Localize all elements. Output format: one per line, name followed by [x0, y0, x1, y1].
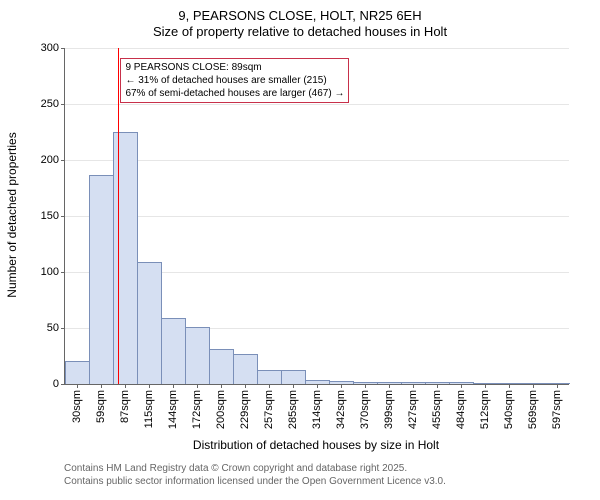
x-tick-mark	[149, 384, 150, 388]
y-tick-label: 150	[41, 210, 59, 222]
x-tick-mark	[461, 384, 462, 388]
plot-area: 05010015020025030030sqm59sqm87sqm115sqm1…	[64, 48, 569, 385]
histogram-bar	[89, 175, 114, 384]
x-tick-mark	[269, 384, 270, 388]
y-tick-label: 0	[53, 378, 59, 390]
x-tick-label: 455sqm	[431, 390, 443, 429]
y-tick-mark	[61, 160, 65, 161]
x-tick-mark	[437, 384, 438, 388]
callout-line: 67% of semi-detached houses are larger (…	[125, 87, 344, 100]
chart-title-line1: 9, PEARSONS CLOSE, HOLT, NR25 6EH	[0, 8, 600, 23]
x-tick-mark	[317, 384, 318, 388]
chart-title-line2: Size of property relative to detached ho…	[0, 24, 600, 39]
y-tick-label: 200	[41, 154, 59, 166]
histogram-bar	[257, 370, 282, 384]
x-tick-mark	[101, 384, 102, 388]
histogram-bar	[161, 318, 186, 384]
x-tick-label: 285sqm	[287, 390, 299, 429]
x-tick-label: 427sqm	[407, 390, 419, 429]
y-tick-label: 250	[41, 98, 59, 110]
x-tick-mark	[125, 384, 126, 388]
x-tick-label: 144sqm	[167, 390, 179, 429]
y-tick-mark	[61, 216, 65, 217]
x-tick-label: 115sqm	[143, 390, 155, 428]
x-tick-mark	[365, 384, 366, 388]
x-tick-label: 399sqm	[383, 390, 395, 429]
x-tick-label: 569sqm	[527, 390, 539, 429]
y-tick-mark	[61, 272, 65, 273]
histogram-bar	[233, 354, 258, 384]
x-tick-label: 314sqm	[311, 390, 323, 429]
x-tick-label: 200sqm	[215, 390, 227, 429]
x-axis-title: Distribution of detached houses by size …	[64, 438, 568, 452]
y-tick-label: 100	[41, 266, 59, 278]
y-axis-title: Number of detached properties	[5, 125, 19, 305]
footer-line1: Contains HM Land Registry data © Crown c…	[64, 462, 446, 475]
x-tick-label: 172sqm	[191, 390, 203, 429]
callout-line: 9 PEARSONS CLOSE: 89sqm	[125, 61, 344, 74]
x-tick-mark	[197, 384, 198, 388]
x-tick-label: 30sqm	[71, 390, 83, 423]
x-tick-label: 229sqm	[239, 390, 251, 429]
y-tick-label: 50	[47, 322, 59, 334]
callout-line: ← 31% of detached houses are smaller (21…	[125, 74, 344, 87]
x-tick-label: 370sqm	[359, 390, 371, 429]
attribution-footer: Contains HM Land Registry data © Crown c…	[64, 462, 446, 488]
x-tick-label: 257sqm	[263, 390, 275, 429]
x-tick-label: 512sqm	[479, 390, 491, 429]
x-tick-label: 342sqm	[335, 390, 347, 429]
gridline-h	[65, 160, 569, 161]
y-tick-mark	[61, 384, 65, 385]
x-tick-mark	[389, 384, 390, 388]
histogram-bar	[65, 361, 90, 384]
histogram-bar	[209, 349, 234, 384]
x-tick-mark	[557, 384, 558, 388]
x-tick-label: 87sqm	[119, 390, 131, 423]
y-tick-mark	[61, 48, 65, 49]
footer-line2: Contains public sector information licen…	[64, 475, 446, 488]
x-tick-mark	[485, 384, 486, 388]
gridline-h	[65, 216, 569, 217]
x-tick-label: 484sqm	[455, 390, 467, 429]
gridline-h	[65, 48, 569, 49]
x-tick-mark	[173, 384, 174, 388]
x-tick-mark	[413, 384, 414, 388]
property-marker-line	[118, 48, 119, 384]
y-tick-label: 300	[41, 42, 59, 54]
x-tick-mark	[77, 384, 78, 388]
x-tick-mark	[341, 384, 342, 388]
histogram-bar	[113, 132, 138, 384]
histogram-bar	[137, 262, 162, 384]
y-tick-mark	[61, 104, 65, 105]
property-callout: 9 PEARSONS CLOSE: 89sqm← 31% of detached…	[120, 58, 349, 103]
x-tick-label: 597sqm	[551, 390, 563, 429]
x-tick-mark	[245, 384, 246, 388]
y-tick-mark	[61, 328, 65, 329]
x-tick-mark	[221, 384, 222, 388]
gridline-h	[65, 104, 569, 105]
property-size-histogram: 9, PEARSONS CLOSE, HOLT, NR25 6EH Size o…	[0, 0, 600, 500]
histogram-bar	[281, 370, 306, 384]
x-tick-label: 540sqm	[503, 390, 515, 429]
x-tick-mark	[533, 384, 534, 388]
x-tick-mark	[293, 384, 294, 388]
x-tick-label: 59sqm	[95, 390, 107, 423]
histogram-bar	[185, 327, 210, 384]
x-tick-mark	[509, 384, 510, 388]
